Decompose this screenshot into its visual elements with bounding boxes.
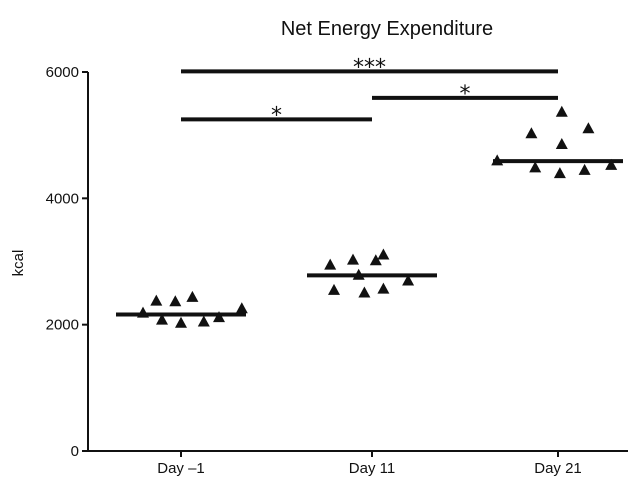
- data-point-triangle: [235, 302, 248, 314]
- data-point-triangle: [529, 161, 542, 173]
- y-tick-label: 6000: [46, 64, 79, 81]
- data-point-triangle: [175, 316, 187, 328]
- data-point-triangle: [491, 154, 504, 166]
- data-point-triangle: [555, 138, 568, 150]
- data-point-triangle: [377, 282, 390, 294]
- data-point-triangle: [525, 127, 538, 139]
- significance-label: *: [271, 103, 282, 128]
- y-axis-label: kcal: [10, 250, 27, 277]
- data-point-triangle: [137, 306, 149, 318]
- y-tick-label: 0: [71, 443, 79, 460]
- significance-label: *: [460, 82, 471, 107]
- data-point-triangle: [347, 253, 359, 265]
- data-point-triangle: [150, 294, 163, 306]
- data-point-triangle: [213, 311, 225, 323]
- data-point-triangle: [555, 105, 568, 117]
- significance-label: ***: [353, 55, 386, 80]
- x-tick-label: Day 21: [534, 460, 582, 477]
- data-point-triangle: [352, 268, 365, 280]
- data-point-triangle: [369, 254, 382, 266]
- data-point-triangle: [582, 122, 595, 134]
- data-point-triangle: [377, 248, 390, 260]
- data-point-triangle: [156, 313, 168, 325]
- data-point-triangle: [328, 283, 340, 295]
- data-point-triangle: [186, 290, 199, 302]
- data-point-triangle: [578, 163, 591, 175]
- data-point-triangle: [605, 158, 618, 170]
- data-point-triangle: [553, 167, 566, 179]
- data-point-triangle: [324, 258, 337, 270]
- data-point-triangle: [197, 315, 210, 327]
- data-point-triangle: [402, 274, 415, 286]
- chart-title: Net Energy Expenditure: [281, 18, 493, 40]
- x-tick-label: Day 11: [349, 460, 395, 477]
- data-point-triangle: [169, 295, 182, 307]
- data-point-triangle: [358, 286, 371, 298]
- x-tick-label: Day –1: [157, 460, 205, 477]
- y-tick-label: 2000: [46, 317, 79, 334]
- y-tick-label: 4000: [46, 190, 79, 207]
